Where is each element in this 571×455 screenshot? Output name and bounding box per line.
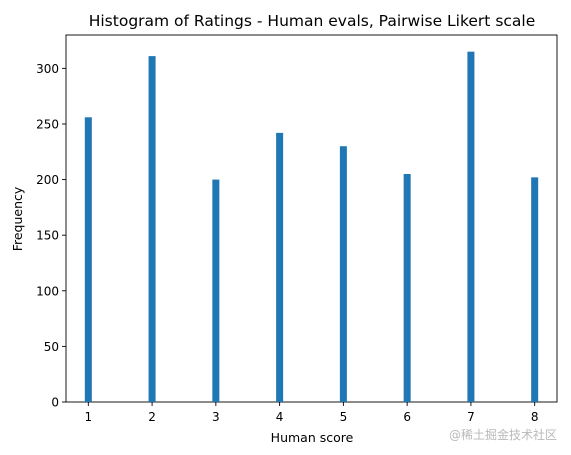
x-tick-label: 4 [276, 410, 284, 424]
y-tick-label: 200 [36, 173, 59, 187]
y-tick-label: 250 [36, 117, 59, 131]
x-tick-label: 6 [403, 410, 411, 424]
bar-2 [148, 56, 156, 402]
bar-5 [339, 146, 347, 402]
chart-title: Histogram of Ratings - Human evals, Pair… [89, 12, 536, 30]
y-tick-label: 300 [36, 62, 59, 76]
bar-4 [276, 132, 284, 402]
x-axis-label: Human score [271, 430, 354, 445]
y-axis-ticks: 0 50 100 150 200 250 300 [36, 62, 66, 410]
x-tick-label: 1 [84, 410, 92, 424]
bar-6 [403, 174, 411, 402]
plot-frame [65, 34, 558, 403]
watermark: @稀土掘金技术社区 [449, 427, 557, 442]
bar-8 [531, 177, 539, 402]
bar-1 [84, 117, 92, 402]
bars-group [84, 51, 539, 402]
x-tick-label: 8 [531, 410, 539, 424]
x-axis-ticks: 1 2 3 4 5 6 7 8 [84, 402, 539, 424]
bar-7 [467, 51, 475, 402]
y-tick-label: 0 [51, 396, 59, 410]
plot-area [65, 34, 558, 403]
y-tick-label: 50 [44, 340, 59, 354]
bar-3 [212, 179, 220, 402]
x-tick-label: 7 [467, 410, 475, 424]
x-tick-label: 2 [148, 410, 156, 424]
y-tick-label: 100 [36, 284, 59, 298]
y-axis-label: Frequency [10, 186, 25, 251]
x-tick-label: 3 [212, 410, 220, 424]
x-tick-label: 5 [340, 410, 348, 424]
y-tick-label: 150 [36, 229, 59, 243]
